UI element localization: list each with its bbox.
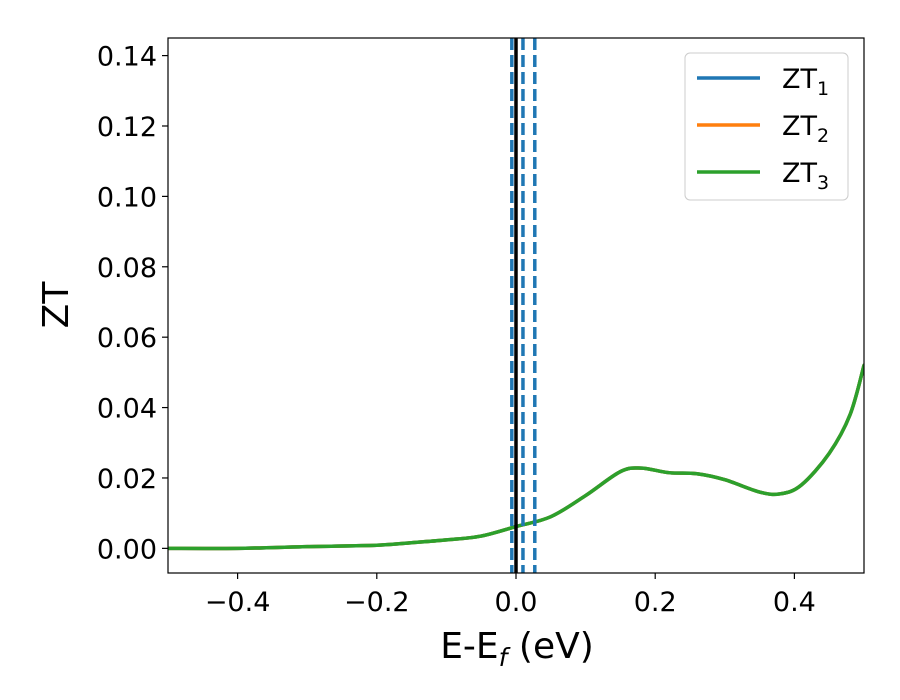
x-axis-label: E-Ef (eV) [440,626,594,672]
y-tick-label: 0.06 [97,323,157,354]
x-axis-label-unit: (eV) [507,626,593,667]
legend-box [684,52,849,201]
y-tick-label: 0.14 [97,42,157,73]
vline-layer [510,38,537,573]
y-axis: 0.00 0.02 0.04 0.06 0.08 0.10 0.12 0.14 [97,42,168,565]
x-tick-label: 0.4 [773,587,816,618]
legend-label-zt1: ZT1 [782,64,829,100]
legend-label-zt3: ZT3 [782,158,829,194]
x-tick-label: −0.4 [205,587,271,618]
y-tick-label: 0.04 [97,394,157,425]
series-layer [168,363,864,551]
y-tick-label: 0.08 [97,253,157,284]
x-tick-label: 0.0 [495,587,538,618]
series-line-zt3 [168,363,864,551]
y-tick-label: 0.00 [97,534,157,565]
y-axis-label: ZT [36,281,77,329]
x-axis-label-main: E-E [440,626,498,667]
x-tick-label: 0.2 [634,587,677,618]
legend: ZT1 ZT2 ZT3 [684,52,849,201]
y-tick-label: 0.10 [97,182,157,213]
x-axis: −0.4 −0.2 0.0 0.2 0.4 [205,573,816,618]
x-tick-label: −0.2 [344,587,410,618]
y-tick-label: 0.02 [97,464,157,495]
legend-label-zt2: ZT2 [782,111,829,147]
y-tick-label: 0.12 [97,112,157,143]
